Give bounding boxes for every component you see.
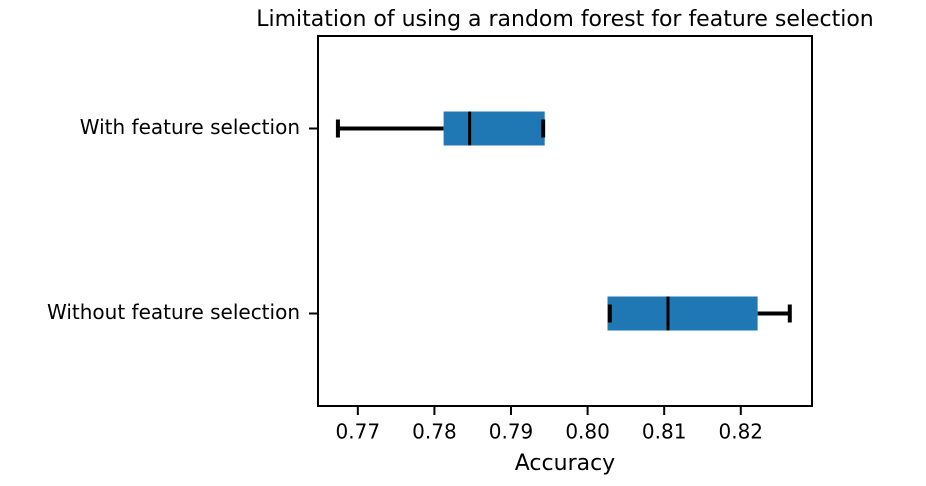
x-tick-label: 0.79 <box>489 420 534 444</box>
chart-title: Limitation of using a random forest for … <box>256 7 874 32</box>
box <box>607 296 758 331</box>
x-axis-label: Accuracy <box>515 451 615 476</box>
y-tick-label: With feature selection <box>80 115 300 139</box>
x-tick-label: 0.77 <box>336 420 381 444</box>
box <box>443 111 545 146</box>
plot-frame <box>317 35 813 407</box>
y-tick-label: Without feature selection <box>47 300 300 324</box>
x-tick-label: 0.78 <box>412 420 457 444</box>
x-tick-label: 0.80 <box>565 420 610 444</box>
x-tick-label: 0.81 <box>642 420 687 444</box>
x-tick-label: 0.82 <box>719 420 764 444</box>
